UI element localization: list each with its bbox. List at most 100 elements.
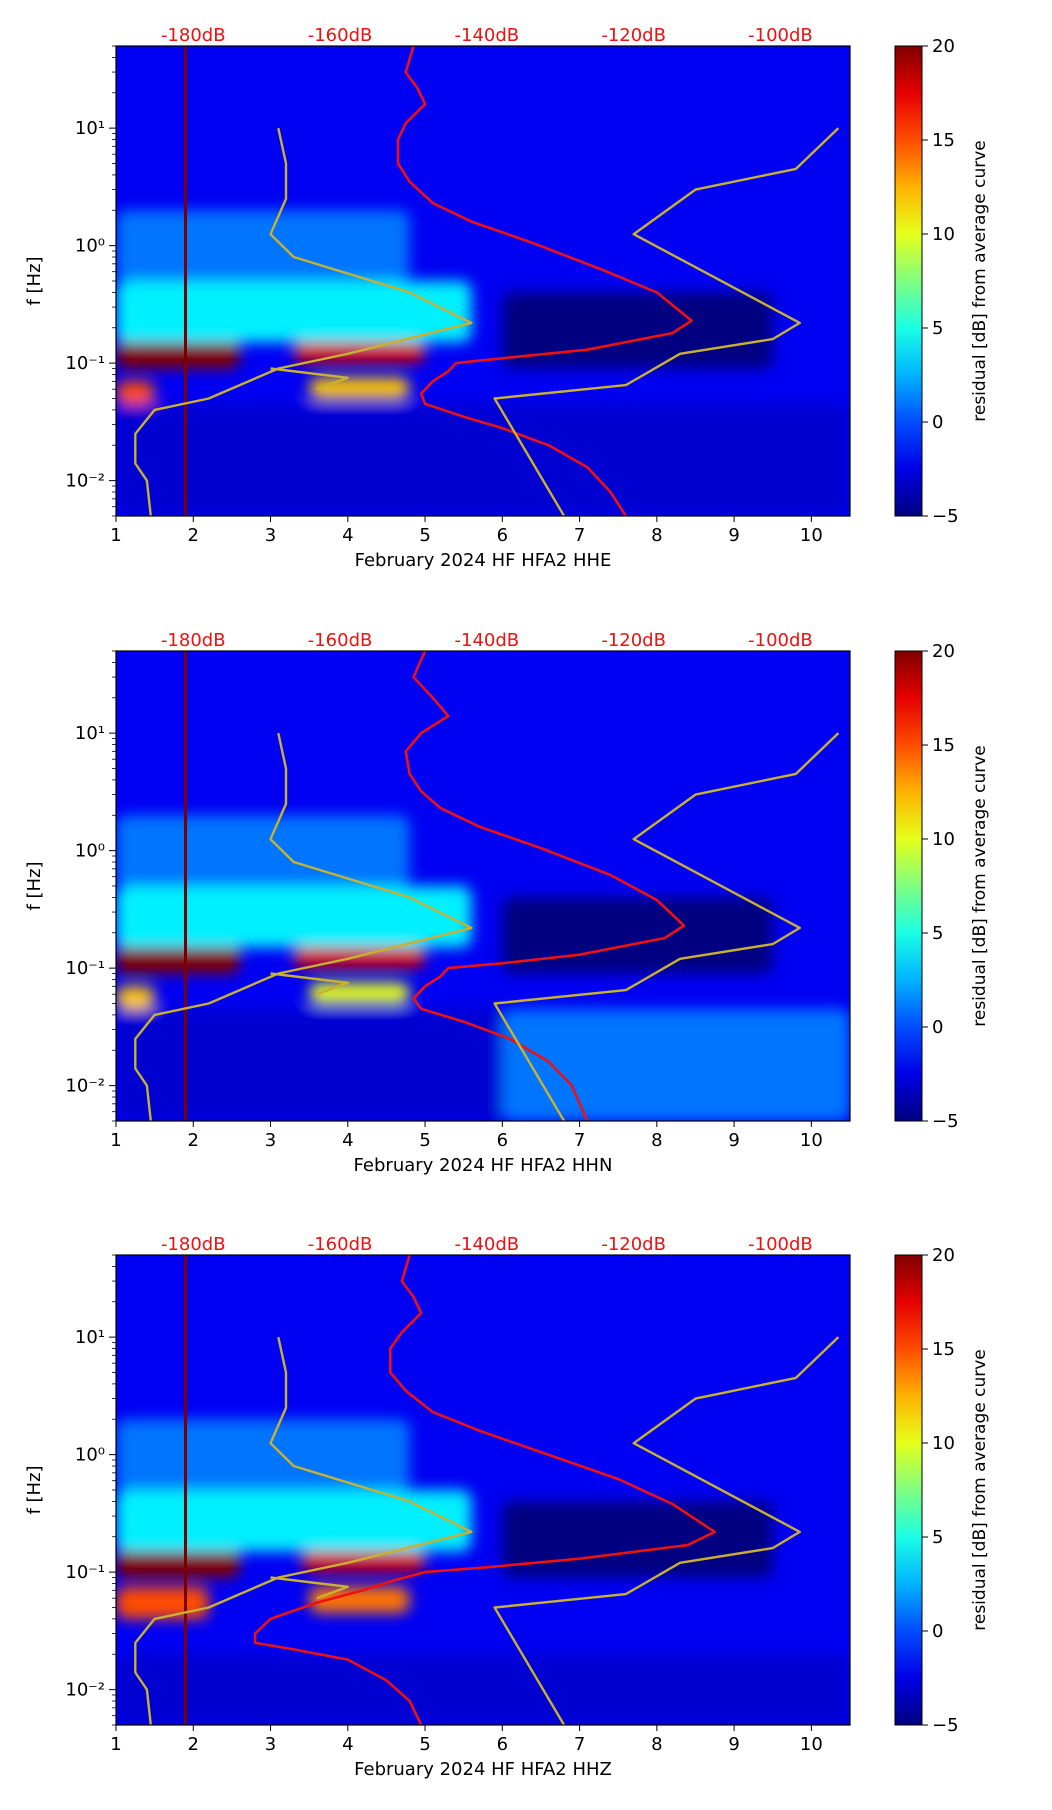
chart-panel-3: 1 2 3 4 5 6 7 8 9 10 February 2024 HF HFA2 HHZ 10⁻²… [24, 1234, 990, 1780]
colorbar-label: residual [dB] from average curve [970, 140, 990, 421]
x-tick-label: 4 [342, 525, 353, 546]
heatmap-cell [309, 1586, 410, 1613]
colorbar-tick-label: 20 [932, 641, 955, 662]
heatmap-cell [116, 1654, 850, 1725]
colorbar-tick-label: 10 [932, 224, 955, 245]
x-tick-label: 2 [188, 525, 199, 546]
x-tick-label: 2 [188, 1130, 199, 1151]
x-tick-label: 1 [110, 1734, 121, 1755]
top-db-label: -160dB [308, 630, 373, 651]
x-tick-label: 8 [651, 525, 662, 546]
colorbar-tick-label: 20 [932, 36, 955, 57]
heatmap-cell [116, 886, 472, 948]
x-tick-label: 6 [497, 1130, 508, 1151]
top-db-label: -100dB [748, 1234, 813, 1255]
heatmap-cell [116, 403, 850, 516]
x-tick-label: 10 [800, 525, 823, 546]
yellow-curve [134, 732, 473, 1121]
x-tick-label: 4 [342, 1734, 353, 1755]
chart-panel-1: 1 2 3 4 5 6 7 8 9 10 February 2024 HF HFA2 HHE 10⁻²… [24, 25, 990, 571]
colorbar-label: residual [dB] from average curve [970, 745, 990, 1026]
x-tick-label: 9 [728, 1734, 739, 1755]
colorbar-tick-label: 0 [932, 412, 943, 433]
colorbar [894, 1254, 923, 1726]
x-tick-label: 10 [800, 1130, 823, 1151]
top-db-label: -140dB [455, 25, 520, 46]
x-tick-label: 7 [574, 1734, 585, 1755]
x-tick-label: 1 [110, 525, 121, 546]
colorbar-tick-label: 5 [932, 1527, 943, 1548]
x-tick-label: 7 [574, 1130, 585, 1151]
heatmap-cell [502, 1501, 773, 1578]
y-axis-label: f [Hz] [24, 1465, 45, 1514]
colorbar-tick-label: 5 [932, 318, 943, 339]
colorbar-tick-label: −5 [932, 1715, 959, 1736]
x-axis-label: February 2024 HF HFA2 HHN [354, 1155, 613, 1176]
x-tick-label: 2 [188, 1734, 199, 1755]
x-tick-label: 8 [651, 1130, 662, 1151]
y-tick-label: 10⁻¹ [65, 353, 105, 374]
x-axis-label: February 2024 HF HFA2 HHE [355, 550, 612, 571]
yellow-curve [134, 127, 473, 516]
colorbar-tick-label: 10 [932, 829, 955, 850]
colorbar-tick-label: −5 [932, 506, 959, 527]
red-curve [253, 1255, 717, 1725]
heatmap [116, 1255, 850, 1725]
top-db-label: -160dB [308, 25, 373, 46]
colorbar-tick-label: 5 [932, 923, 943, 944]
y-axis-label: f [Hz] [24, 256, 45, 305]
heatmap-cell [116, 986, 155, 1009]
x-tick-label: 8 [651, 1734, 662, 1755]
yellow-curve [270, 972, 349, 996]
y-axis-label: f [Hz] [24, 861, 45, 910]
heatmap [116, 651, 850, 1121]
heatmap-cell [116, 281, 472, 343]
x-tick-label: 6 [497, 1734, 508, 1755]
heatmap-cell [116, 210, 410, 281]
top-db-label: -100dB [748, 25, 813, 46]
red-curve [404, 651, 686, 1121]
y-tick-label: 10⁻¹ [65, 1562, 105, 1583]
colorbar-tick-label: 15 [932, 735, 955, 756]
x-tick-label: 5 [419, 525, 430, 546]
yellow-curve [493, 732, 840, 1121]
colorbar [894, 45, 923, 517]
top-db-label: -140dB [455, 1234, 520, 1255]
top-db-label: -120dB [601, 630, 666, 651]
top-db-label: -160dB [308, 1234, 373, 1255]
colorbar-tick-label: 0 [932, 1017, 943, 1038]
top-db-label: -100dB [748, 630, 813, 651]
x-tick-label: 9 [728, 1130, 739, 1151]
y-tick-label: 10¹ [75, 1327, 105, 1348]
x-tick-label: 7 [574, 525, 585, 546]
heatmap-cell [116, 1419, 410, 1490]
y-tick-label: 10⁰ [75, 236, 105, 257]
x-tick-label: 3 [265, 1734, 276, 1755]
colorbar-tick-label: 10 [932, 1433, 955, 1454]
red-curve [396, 46, 693, 516]
heatmap-cell [309, 982, 410, 1004]
top-db-label: -140dB [455, 630, 520, 651]
heatmap-cell [116, 944, 240, 974]
x-tick-label: 5 [419, 1130, 430, 1151]
y-tick-label: 10⁻² [65, 1076, 105, 1097]
heatmap-cell [116, 339, 240, 369]
y-tick-label: 10⁻² [65, 471, 105, 492]
heatmap [116, 46, 850, 516]
yellow-curve [270, 367, 349, 391]
yellow-curve [493, 1336, 840, 1725]
heatmap-cell [116, 1586, 209, 1619]
y-tick-label: 10⁻² [65, 1680, 105, 1701]
colorbar-tick-label: 20 [932, 1245, 955, 1266]
y-tick-label: 10¹ [75, 723, 105, 744]
x-tick-label: 3 [265, 1130, 276, 1151]
heatmap-cell [502, 1008, 850, 1121]
x-tick-label: 4 [342, 1130, 353, 1151]
heatmap-cell [116, 381, 155, 404]
top-db-label: -120dB [601, 1234, 666, 1255]
yellow-curve [134, 1336, 473, 1725]
x-tick-label: 5 [419, 1734, 430, 1755]
x-tick-label: 9 [728, 525, 739, 546]
